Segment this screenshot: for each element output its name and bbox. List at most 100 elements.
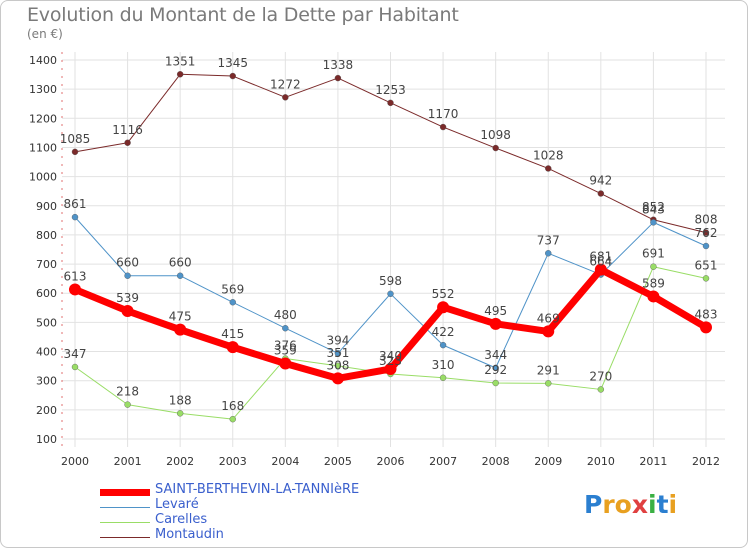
data-point	[489, 317, 502, 330]
data-point	[387, 99, 394, 107]
data-label: 762	[695, 226, 718, 240]
data-point	[124, 401, 131, 408]
data-point	[545, 250, 552, 257]
data-label: 613	[64, 269, 87, 283]
data-point	[229, 72, 236, 80]
legend-swatch	[100, 521, 150, 523]
proxiti-logo: Proxiti	[584, 490, 677, 519]
data-label: 589	[642, 276, 665, 290]
data-point	[282, 94, 289, 101]
x-tick-label: 2003	[219, 455, 247, 468]
data-label: 188	[169, 393, 192, 407]
data-point	[650, 219, 657, 226]
data-label: 1098	[480, 128, 511, 142]
logo-letter: P	[584, 490, 603, 519]
data-point	[334, 74, 342, 82]
data-point	[226, 341, 239, 354]
data-point	[647, 290, 660, 303]
data-point	[700, 321, 712, 334]
x-tick-label: 2008	[482, 455, 510, 468]
data-label: 737	[537, 233, 560, 247]
y-tick-label: 1100	[29, 141, 57, 154]
data-label: 469	[537, 311, 560, 325]
data-label: 483	[695, 307, 718, 321]
x-tick-label: 2010	[587, 455, 615, 468]
x-tick-label: 2012	[692, 455, 720, 468]
logo-letter: t	[656, 490, 669, 519]
data-label: 1338	[323, 58, 354, 72]
data-point	[176, 71, 184, 78]
data-point	[439, 123, 447, 131]
data-label: 1345	[217, 56, 248, 70]
data-point	[492, 144, 499, 152]
data-label: 651	[695, 258, 718, 272]
data-point	[71, 213, 79, 221]
data-label: 168	[221, 399, 244, 413]
x-tick-label: 2002	[166, 455, 194, 468]
data-label: 1253	[375, 83, 406, 97]
y-tick-label: 100	[36, 433, 57, 446]
data-point	[387, 290, 394, 298]
data-point	[545, 380, 552, 387]
data-label: 1170	[428, 107, 459, 121]
logo-letter: x	[631, 490, 648, 519]
legend-label: Carelles	[155, 512, 208, 527]
x-tick-label: 2001	[114, 455, 142, 468]
series-lines	[69, 71, 712, 423]
y-tick-label: 800	[36, 229, 57, 242]
data-label: 660	[169, 256, 192, 270]
data-point	[492, 364, 499, 372]
data-label: 340	[379, 349, 402, 363]
data-point	[702, 275, 710, 282]
data-label: 415	[221, 327, 244, 341]
data-point	[334, 350, 342, 357]
y-tick-label: 400	[36, 346, 57, 359]
data-point	[545, 165, 552, 172]
data-point	[71, 363, 79, 371]
legend-swatch	[100, 536, 150, 538]
data-point	[71, 148, 79, 156]
data-point	[702, 229, 710, 236]
data-label: 291	[537, 363, 560, 377]
data-label: 347	[64, 347, 87, 361]
data-label: 495	[484, 304, 507, 318]
data-label: 691	[642, 247, 665, 261]
data-label: 480	[274, 308, 297, 322]
data-point	[282, 325, 289, 332]
data-label: 376	[274, 339, 297, 353]
y-tick-label: 1200	[29, 112, 57, 125]
data-point	[124, 272, 131, 279]
y-tick-label: 200	[36, 404, 57, 417]
data-point	[384, 363, 397, 376]
logo-letter: i	[668, 490, 678, 519]
data-label: 569	[221, 282, 244, 296]
x-tick-label: 2004	[271, 455, 299, 468]
data-point	[176, 272, 184, 279]
data-point	[334, 362, 342, 370]
chart-title: Evolution du Montant de la Dette par Hab…	[27, 4, 459, 26]
data-point	[439, 374, 447, 381]
data-label: 422	[432, 325, 455, 339]
data-labels: 613 539 475 415 359 308 340 552 495 469 681 589 483 8…	[60, 54, 718, 413]
y-tick-label: 1400	[29, 54, 57, 67]
data-label: 843	[642, 202, 665, 216]
data-point	[69, 283, 81, 296]
data-label: 660	[116, 256, 139, 270]
x-tick-label: 2000	[61, 455, 89, 468]
x-tick-label: 2007	[429, 455, 457, 468]
data-label: 310	[432, 358, 455, 372]
data-label: 861	[64, 197, 87, 211]
legend-label: Levaré	[155, 497, 199, 512]
y-tick-label: 600	[36, 287, 57, 300]
data-point	[229, 415, 236, 423]
y-tick-label: 1000	[29, 171, 57, 184]
logo-letter: r	[602, 490, 615, 519]
data-label: 664	[589, 255, 612, 269]
data-label: 552	[432, 287, 455, 301]
data-label: 323	[379, 354, 402, 368]
data-label: 852	[642, 200, 665, 214]
data-label: 351	[326, 346, 349, 360]
y-tick-label: 1300	[29, 83, 57, 96]
